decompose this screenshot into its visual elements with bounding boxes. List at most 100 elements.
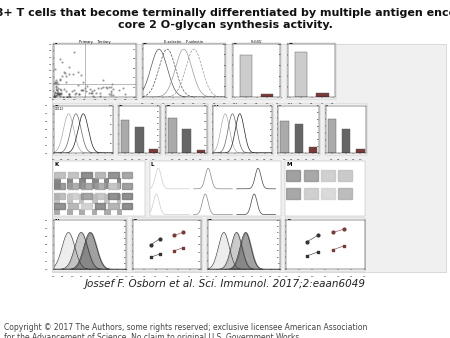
Bar xyxy=(79,194,84,204)
Text: Jossef F. Osborn et al. Sci. Immunol. 2017;2:eaan6049: Jossef F. Osborn et al. Sci. Immunol. 20… xyxy=(85,279,365,289)
Point xyxy=(66,71,73,77)
Bar xyxy=(108,183,119,189)
Text: A: A xyxy=(54,43,58,48)
Point xyxy=(80,79,87,85)
Point xyxy=(54,81,61,87)
Bar xyxy=(122,183,132,189)
Bar xyxy=(68,193,78,199)
Point xyxy=(54,87,61,93)
Point xyxy=(54,92,61,97)
Point xyxy=(90,93,97,99)
Bar xyxy=(122,172,132,178)
Bar xyxy=(142,43,225,99)
Point xyxy=(109,92,116,98)
Bar xyxy=(117,178,121,189)
Point xyxy=(58,60,66,65)
Point xyxy=(103,85,110,91)
Text: L: L xyxy=(150,162,154,167)
Point xyxy=(54,89,61,94)
Bar xyxy=(68,203,78,210)
Bar xyxy=(286,188,301,199)
Point xyxy=(56,77,63,83)
Point xyxy=(304,239,311,244)
Point xyxy=(65,92,72,97)
Point xyxy=(107,92,114,97)
Bar xyxy=(68,172,78,178)
Bar xyxy=(53,218,127,271)
Bar xyxy=(67,194,73,204)
Point xyxy=(92,90,99,96)
Point xyxy=(54,87,61,92)
Bar xyxy=(54,210,60,220)
Point xyxy=(170,233,177,238)
Point xyxy=(77,73,85,78)
Point xyxy=(66,94,73,99)
Point xyxy=(69,71,76,76)
Point xyxy=(329,247,337,252)
Bar xyxy=(54,193,65,199)
Point xyxy=(90,87,98,93)
Point xyxy=(53,77,60,82)
Bar xyxy=(54,178,61,189)
Point xyxy=(65,94,72,99)
Point xyxy=(83,88,90,94)
Point xyxy=(50,93,58,98)
Point xyxy=(60,86,67,92)
Bar xyxy=(309,147,317,153)
Point xyxy=(314,249,321,255)
Bar xyxy=(149,161,281,216)
Bar xyxy=(122,193,132,199)
Bar xyxy=(212,104,273,155)
Bar xyxy=(303,170,318,181)
Point xyxy=(85,91,92,96)
Bar xyxy=(117,194,121,204)
Point xyxy=(107,84,114,90)
Bar xyxy=(321,188,335,199)
Point xyxy=(76,91,83,97)
Point xyxy=(51,81,59,86)
Bar xyxy=(81,193,92,199)
Bar xyxy=(104,178,109,189)
Point xyxy=(340,243,347,249)
Point xyxy=(304,253,311,259)
Bar xyxy=(168,118,177,153)
Text: Primary    Tertiary: Primary Tertiary xyxy=(79,40,111,44)
Text: C: C xyxy=(233,43,237,48)
Text: J: J xyxy=(326,105,328,110)
Bar xyxy=(149,149,158,153)
Point xyxy=(116,87,123,92)
Text: CD122: CD122 xyxy=(55,107,64,111)
Bar xyxy=(285,218,365,271)
Point xyxy=(340,226,347,232)
Point xyxy=(99,77,107,82)
Point xyxy=(157,236,164,241)
Point xyxy=(75,69,82,75)
Bar xyxy=(68,183,78,189)
Bar xyxy=(94,193,105,199)
Bar xyxy=(328,119,336,153)
Bar xyxy=(53,161,145,216)
Text: F: F xyxy=(119,105,123,110)
Point xyxy=(78,87,86,93)
Text: N: N xyxy=(54,219,58,224)
Point xyxy=(54,86,62,91)
Bar xyxy=(325,104,367,155)
Bar xyxy=(121,120,130,153)
Bar xyxy=(132,218,202,271)
Point xyxy=(102,85,109,90)
Bar xyxy=(286,170,301,181)
Bar xyxy=(122,203,132,210)
Point xyxy=(52,81,59,86)
Point xyxy=(62,79,69,85)
Bar xyxy=(197,150,205,153)
Point xyxy=(58,92,65,97)
Bar xyxy=(79,178,86,189)
Point xyxy=(122,91,129,96)
Bar xyxy=(108,193,119,199)
Point xyxy=(179,245,186,250)
Text: B: B xyxy=(143,43,147,48)
Point xyxy=(63,89,70,94)
Point xyxy=(72,92,79,97)
Point xyxy=(75,83,82,88)
Point xyxy=(148,254,155,260)
